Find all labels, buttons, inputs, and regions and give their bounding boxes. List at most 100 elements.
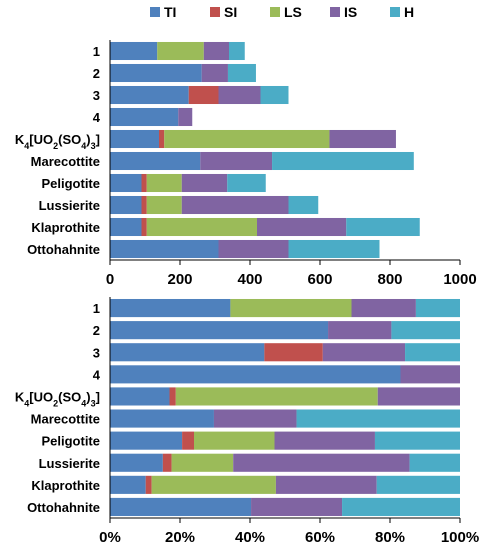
bar-segment-ti-klaprothite	[110, 475, 146, 494]
bar-segment-is-klaprothite	[275, 475, 377, 494]
x-tick-label-800: 800	[377, 271, 402, 288]
bar-segment-h-klaprothite	[376, 475, 460, 494]
legend-label-h: H	[404, 4, 414, 20]
bar-segment-is-2	[328, 321, 392, 340]
category-label-1: 1	[93, 44, 100, 59]
x-tick-label-600: 600	[307, 271, 332, 288]
category-label-klaprothite: Klaprothite	[31, 220, 100, 235]
bar-segment-ls-klaprothite	[151, 475, 276, 494]
bar-segment-si-peligotite	[182, 431, 194, 450]
bar-segment-h-ottohahnite	[342, 497, 460, 517]
bar-segment-si-klaprothite	[145, 475, 152, 494]
category-label-3: 3	[93, 88, 100, 103]
bar-segment-ti-2	[110, 63, 202, 83]
bar-segment-si-peligotite	[141, 173, 147, 193]
bar-segment-is-3	[322, 343, 406, 362]
x-tick-label-200: 200	[167, 271, 192, 288]
legend-swatch-h	[390, 7, 400, 17]
x-tick-label-100: 100%	[441, 529, 479, 546]
bar-segment-si-klaprothite	[141, 217, 147, 237]
x-tick-label-60: 60%	[305, 529, 335, 546]
chart-absolute-values: 1 2 3 4 K4[UO2(SO4)3] Marecottite Peligotite Lu…	[15, 40, 477, 288]
bar-segment-si-k4-uo2-so4-3	[159, 129, 165, 149]
bar-segment-ls-1	[230, 298, 352, 318]
bar-segment-ti-2	[110, 321, 329, 340]
category-label-3: 3	[93, 345, 100, 360]
x-tick-label-400: 400	[237, 271, 262, 288]
legend-swatch-ls	[270, 7, 280, 17]
legend-swatch-is	[330, 7, 340, 17]
category-label-klaprothite: Klaprothite	[31, 478, 100, 493]
bar-segment-ti-peligotite	[110, 173, 142, 193]
x-tick-label-20: 20%	[165, 529, 195, 546]
bar-segment-h-lussierite	[288, 195, 319, 215]
bar-segment-is-3	[218, 85, 261, 105]
bar-segment-si-3	[264, 343, 323, 362]
bar-segment-h-3	[260, 85, 289, 105]
bar-segment-h-2	[227, 63, 256, 83]
bar-segment-si-3	[188, 85, 219, 105]
bar-segment-h-1	[415, 298, 460, 318]
bar-segment-ls-1	[157, 41, 204, 61]
chart-percent-values: 1 2 3 4 K4[UO2(SO4)3] Marecottite Peligotite Lu…	[15, 297, 479, 546]
legend-swatch-si	[210, 7, 220, 17]
bar-segment-ls-klaprothite	[146, 217, 257, 237]
bar-segment-si-k4-uo2-so4-3	[169, 387, 176, 406]
category-label-k4-uo2-so4-3: K4[UO2(SO4)3]	[15, 389, 100, 408]
bar-segment-h-peligotite	[374, 431, 460, 450]
legend-swatch-ti	[150, 7, 160, 17]
bar-segment-is-4	[400, 365, 460, 384]
category-label-2: 2	[93, 66, 100, 81]
bar-segment-h-marecottite	[272, 151, 414, 171]
legend-label-ti: TI	[164, 4, 176, 20]
bar-segment-ls-k4-uo2-so4-3	[175, 387, 378, 406]
bar-segment-ti-1	[110, 41, 158, 61]
bar-segment-ti-4	[110, 365, 401, 384]
legend: TI SI LS IS H	[150, 4, 414, 20]
legend-label-si: SI	[224, 4, 237, 20]
bar-segment-is-k4-uo2-so4-3	[329, 129, 396, 149]
bar-segment-si-lussierite	[141, 195, 147, 215]
category-label-peligotite: Peligotite	[41, 434, 100, 449]
category-label-1: 1	[93, 301, 100, 316]
bar-segment-ti-ottohahnite	[110, 239, 219, 259]
bar-segment-ti-lussierite	[110, 453, 163, 472]
bar-segment-is-klaprothite	[257, 217, 347, 237]
bar-segment-ti-3	[110, 343, 265, 362]
bar-segment-ls-lussierite	[171, 453, 234, 472]
bar-segment-ti-3	[110, 85, 189, 105]
bar-segment-h-3	[405, 343, 460, 362]
bar-segment-is-marecottite	[200, 151, 273, 171]
bar-segment-si-lussierite	[162, 453, 172, 472]
category-label-marecottite: Marecottite	[31, 412, 100, 427]
bar-segment-ls-lussierite	[146, 195, 182, 215]
x-tick-label-0: 0%	[99, 529, 121, 546]
bar-segment-ti-marecottite	[110, 151, 201, 171]
bar-segment-h-ottohahnite	[288, 239, 380, 259]
category-label-ottohahnite: Ottohahnite	[27, 242, 100, 257]
bar-segment-is-ottohahnite	[251, 497, 343, 517]
bar-segment-is-ottohahnite	[218, 239, 289, 259]
category-label-k4-uo2-so4-3: K4[UO2(SO4)3]	[15, 132, 100, 151]
bar-segment-ti-peligotite	[110, 431, 183, 450]
legend-label-is: IS	[344, 4, 357, 20]
category-label-4: 4	[93, 367, 101, 382]
x-tick-label-1000: 1000	[443, 271, 476, 288]
bar-segment-ti-4	[110, 107, 179, 127]
bar-segment-h-2	[391, 321, 460, 340]
category-label-lussierite: Lussierite	[39, 198, 100, 213]
bar-segment-is-2	[201, 63, 228, 83]
bar-segment-ti-ottohahnite	[110, 497, 252, 517]
legend-label-ls: LS	[284, 4, 302, 20]
bar-segment-h-lussierite	[409, 453, 460, 472]
bar-segment-h-marecottite	[296, 409, 460, 428]
bar-segment-ti-lussierite	[110, 195, 142, 215]
bar-segment-h-peligotite	[227, 173, 266, 193]
bar-segment-is-lussierite	[181, 195, 289, 215]
x-tick-label-0: 0	[106, 271, 114, 288]
bar-segment-is-peligotite	[274, 431, 375, 450]
bar-segment-ti-k4-uo2-so4-3	[110, 387, 170, 406]
bar-segment-is-lussierite	[233, 453, 410, 472]
bar-segment-is-1	[203, 41, 229, 61]
